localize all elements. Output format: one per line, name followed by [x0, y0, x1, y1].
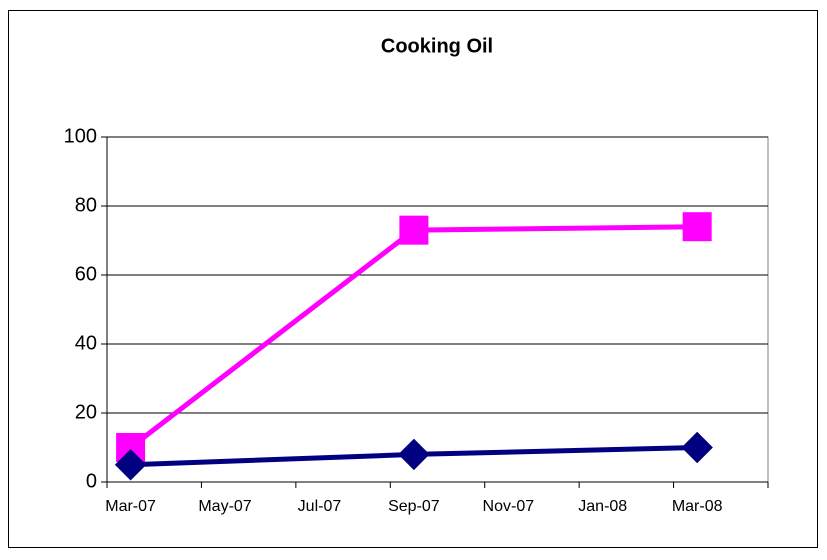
marker	[114, 449, 147, 481]
marker	[681, 431, 713, 464]
marker	[399, 215, 429, 245]
x-tick-label: Jan-08	[578, 498, 627, 515]
y-tick-label: 80	[75, 194, 97, 216]
x-tick-label: Mar-07	[105, 498, 156, 515]
y-tick-label: 40	[75, 332, 97, 354]
x-tick-label: May-07	[198, 498, 251, 515]
x-tick-label: Jul-07	[298, 498, 342, 515]
y-tick-label: 100	[64, 125, 97, 147]
y-tick-label: 60	[75, 263, 97, 285]
chart-title: Cooking Oil	[381, 35, 493, 57]
y-tick-label: 20	[75, 401, 97, 423]
x-tick-label: Nov-07	[483, 498, 535, 515]
x-tick-label: Mar-08	[672, 498, 723, 515]
marker	[398, 438, 430, 471]
y-tick-label: 0	[86, 470, 97, 492]
marker	[682, 212, 712, 242]
x-tick-label: Sep-07	[388, 498, 440, 515]
plot-area	[106, 136, 769, 483]
